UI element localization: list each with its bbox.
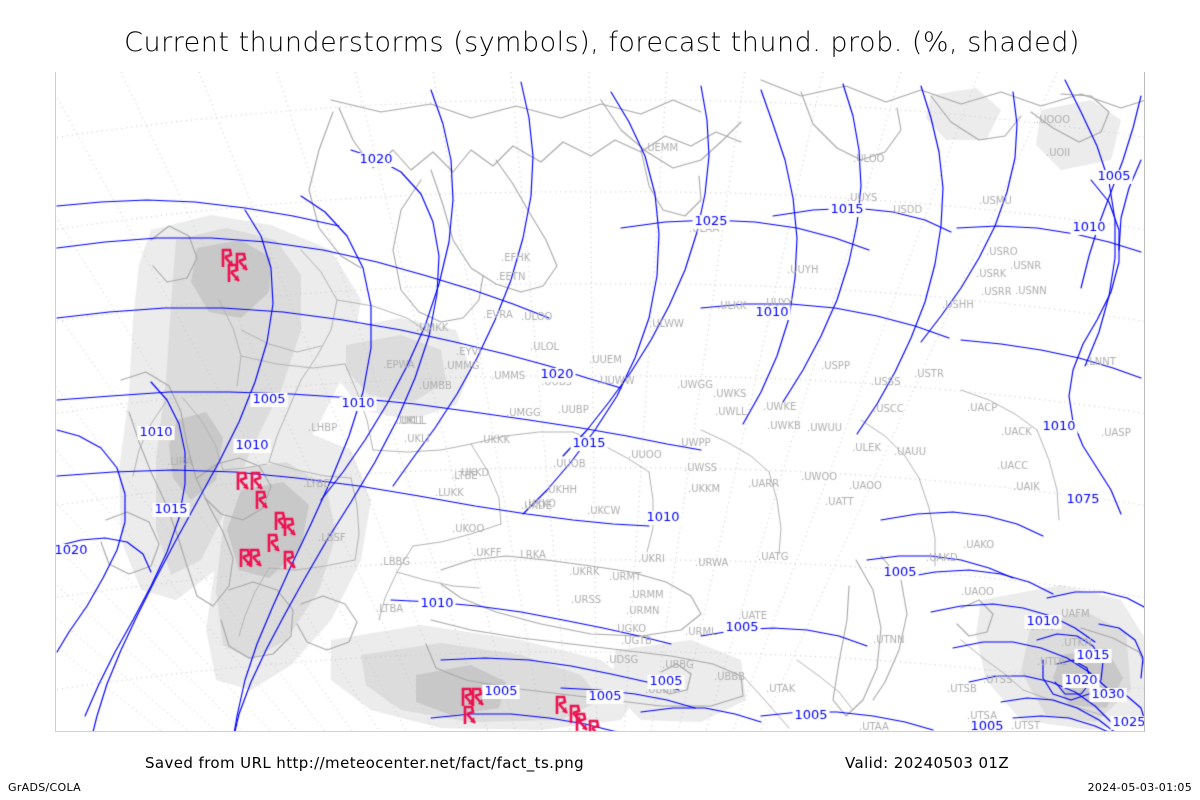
producer-label: GrADS/COLA [8,781,81,794]
map-frame-bottom-edge [56,731,1144,732]
map-frame[interactable] [55,72,1145,732]
weather-map-canvas[interactable] [56,72,1144,732]
valid-time-label: Valid: 20240503 01Z [845,754,1010,772]
saved-from-url-label: Saved from URL http://meteocenter.net/fa… [145,754,585,772]
page-title: Current thunderstorms (symbols), forecas… [124,27,1080,58]
timestamp-label: 2024-05-03-01:05 [1087,781,1192,794]
